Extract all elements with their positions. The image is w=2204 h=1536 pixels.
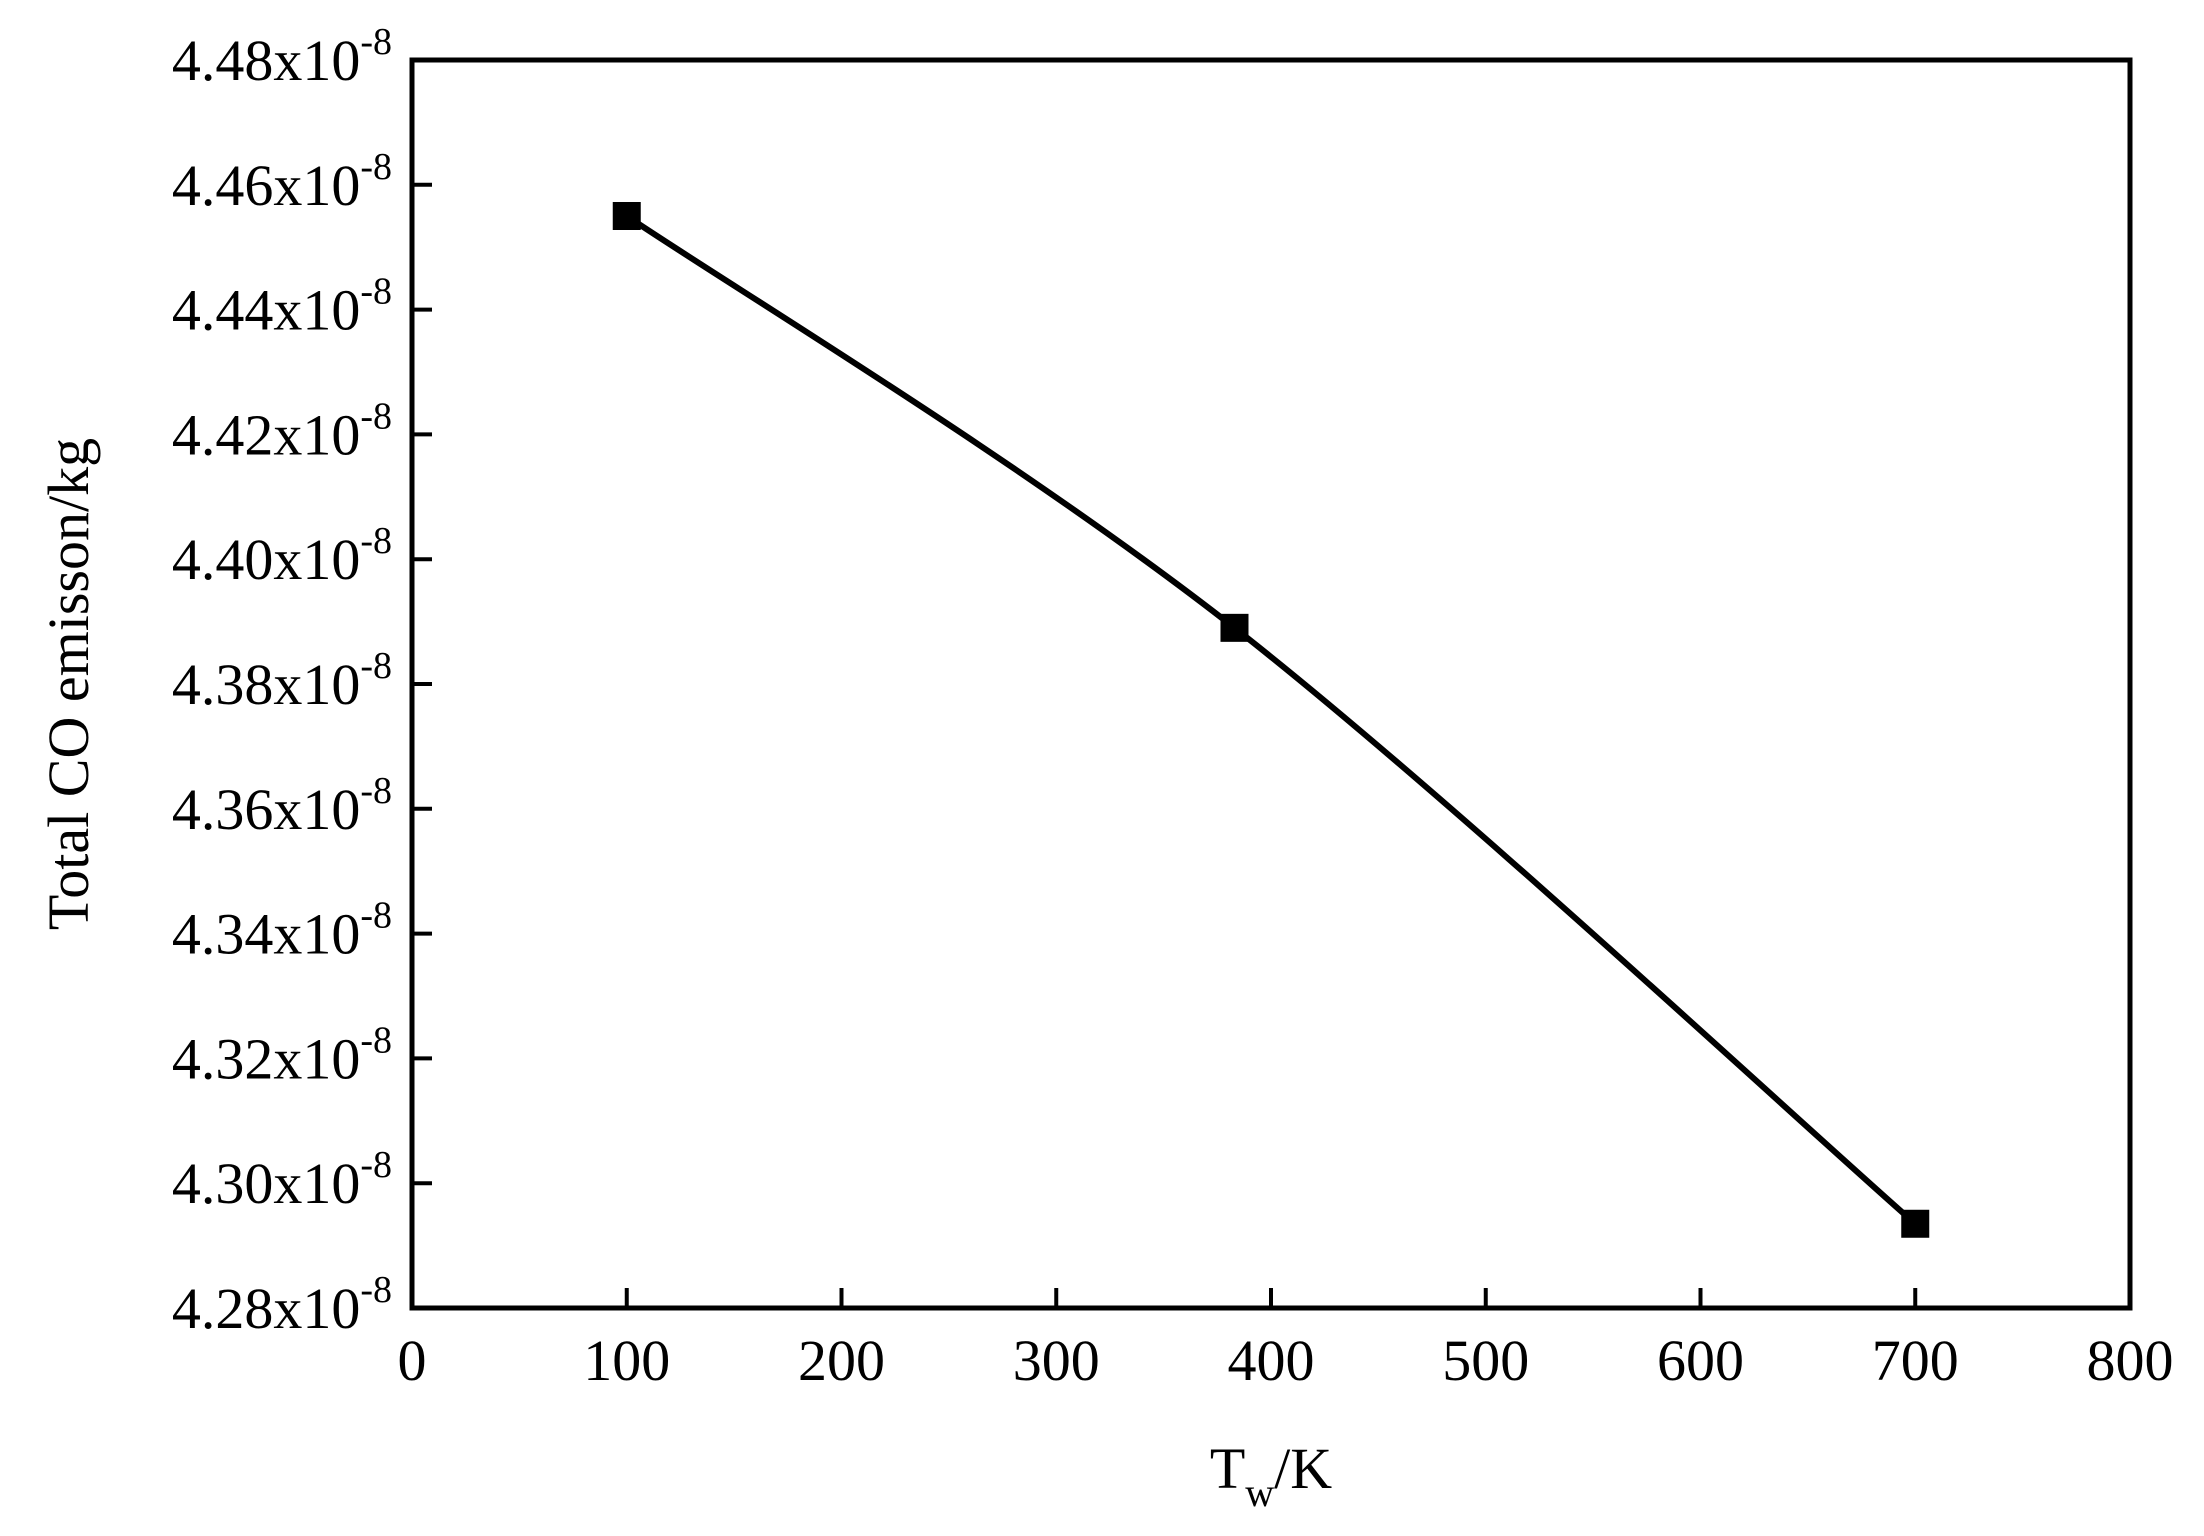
y-tick-exponent: -8 [360,21,392,63]
y-axis-ticks: 4.28x10-84.30x10-84.32x10-84.34x10-84.36… [172,21,432,1341]
plot-frame [409,57,2133,1311]
y-tick-mantissa: 4.42x10 [172,402,361,467]
y-tick-label: 4.34x10-8 [172,895,392,967]
y-tick-label: 4.38x10-8 [172,645,392,717]
x-tick-label: 600 [1657,1328,1744,1393]
y-tick-exponent: -8 [360,645,392,687]
y-tick-mantissa: 4.30x10 [172,1151,361,1216]
y-tick-mantissa: 4.34x10 [172,902,361,967]
x-tick-label: 100 [583,1328,670,1393]
y-tick-mantissa: 4.46x10 [172,153,361,218]
y-axis-title: Total CO emisson/kg [36,438,101,930]
y-tick-label: 4.44x10-8 [172,271,392,343]
y-tick-label: 4.32x10-8 [172,1019,392,1091]
y-tick-mantissa: 4.48x10 [172,28,361,93]
x-tick-label: 0 [398,1328,427,1393]
y-tick-mantissa: 4.28x10 [172,1276,361,1341]
x-tick-label: 800 [2087,1328,2174,1393]
x-tick-label: 700 [1872,1328,1959,1393]
y-tick-exponent: -8 [360,770,392,812]
y-tick-exponent: -8 [360,1269,392,1311]
data-point-marker [1220,613,1249,642]
data-point-marker [612,202,641,230]
y-tick-exponent: -8 [360,146,392,188]
y-tick-mantissa: 4.36x10 [172,777,361,842]
y-tick-label: 4.48x10-8 [172,21,392,93]
y-tick-label: 4.28x10-8 [172,1269,392,1341]
y-tick-exponent: -8 [360,271,392,313]
y-tick-mantissa: 4.40x10 [172,527,361,592]
series-line [625,213,1918,1227]
y-tick-label: 4.46x10-8 [172,146,392,218]
x-tick-label: 400 [1228,1328,1315,1393]
x-tick-label: 300 [1013,1328,1100,1393]
x-axis-title-suffix: /K [1274,1436,1332,1501]
series-layer [612,202,1930,1238]
y-tick-label: 4.36x10-8 [172,770,392,842]
y-tick-mantissa: 4.44x10 [172,278,361,343]
x-tick-label: 200 [798,1328,885,1393]
y-tick-exponent: -8 [360,1144,392,1186]
y-tick-label: 4.40x10-8 [172,520,392,592]
y-tick-exponent: -8 [360,895,392,937]
y-tick-exponent: -8 [360,520,392,562]
y-tick-label: 4.42x10-8 [172,395,392,467]
y-tick-label: 4.30x10-8 [172,1144,392,1216]
data-point-marker [1901,1209,1930,1238]
x-axis-title-subscript: w [1245,1470,1274,1515]
y-tick-mantissa: 4.38x10 [172,652,361,717]
y-tick-exponent: -8 [360,1019,392,1061]
x-tick-label: 500 [1442,1328,1529,1393]
x-axis-ticks: 0 100 200 300 400 500 600 700 800 [398,1288,2174,1393]
y-tick-mantissa: 4.32x10 [172,1026,361,1091]
x-axis-title: Tw/K [1210,1436,1332,1515]
x-axis-title-main: T [1210,1436,1245,1501]
y-tick-exponent: -8 [360,395,392,437]
